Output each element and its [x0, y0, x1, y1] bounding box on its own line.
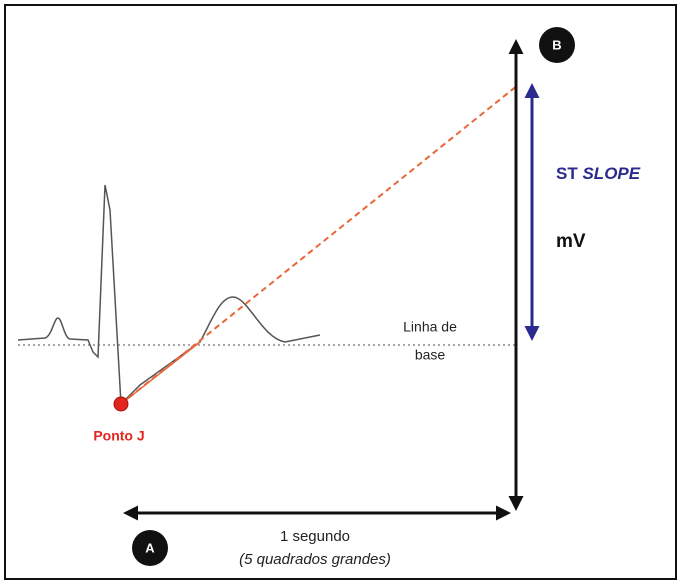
j-point-dot: [113, 396, 129, 412]
frame: [4, 4, 677, 580]
j-point-label: Ponto J: [93, 428, 144, 444]
st-slope-label: ST SLOPE: [556, 164, 641, 183]
baseline-label: Linha de: [403, 319, 457, 335]
st-prefix: ST: [556, 164, 578, 183]
st-emphasis: SLOPE: [582, 164, 640, 183]
st-segment: [120, 341, 201, 405]
ecg-trace: [17, 184, 321, 406]
marker-b: B: [552, 37, 561, 52]
st-slope-line: [120, 84, 519, 405]
duration-label: 1 segundo: [280, 528, 350, 545]
marker-b-circle: [539, 27, 575, 63]
baseline-label: base: [415, 347, 446, 363]
unit-label: mV: [556, 231, 586, 252]
duration-note: (5 quadrados grandes): [239, 551, 391, 568]
marker-a: A: [145, 540, 155, 555]
marker-a-circle: [132, 530, 168, 566]
